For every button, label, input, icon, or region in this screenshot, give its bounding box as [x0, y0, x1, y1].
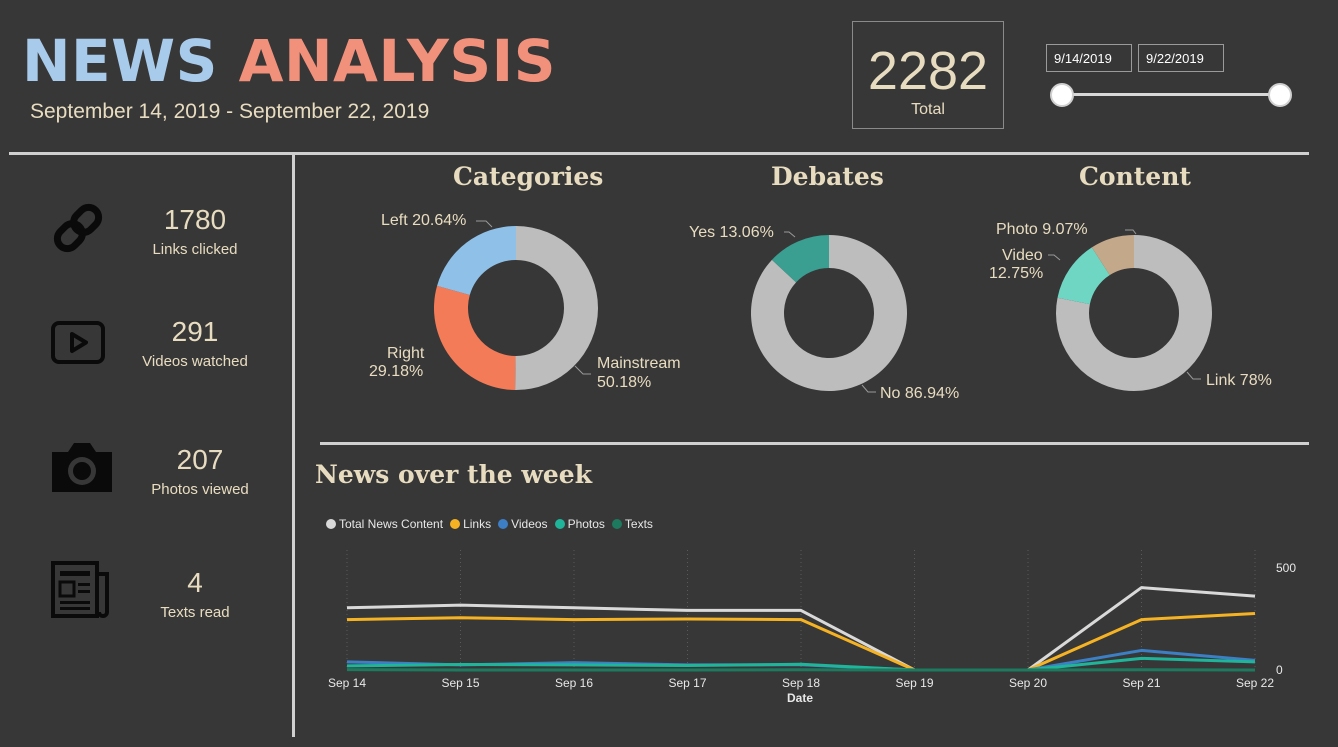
photo-leader-line — [1125, 229, 1137, 235]
series-line-photos[interactable] — [346, 656, 1256, 672]
x-tick-label: Sep 18 — [782, 676, 820, 690]
x-tick-label: Sep 21 — [1122, 676, 1160, 690]
mainstream-leader-line — [574, 365, 591, 375]
title-word-analysis: ANALYSIS — [238, 27, 556, 95]
legend-label-videos: Videos — [511, 517, 548, 531]
legend-item-photos[interactable]: Photos — [554, 517, 605, 531]
legend-dot-photos — [554, 519, 565, 529]
total-label: Total — [911, 101, 945, 118]
content-slice-link[interactable] — [1056, 235, 1212, 391]
yes-leader-line — [784, 231, 796, 238]
mainstream-slice-label-name: Mainstream — [597, 355, 681, 372]
debates-slice-no[interactable] — [751, 234, 908, 392]
y-tick-label: 0 — [1276, 663, 1283, 677]
no-slice-label: No 86.94% — [880, 385, 960, 402]
debates-slice-yes[interactable] — [771, 235, 829, 283]
camera-icon — [48, 440, 116, 496]
links-clicked-value: 1780 — [163, 204, 227, 235]
total-value: 2282 — [867, 41, 989, 101]
series-line-links[interactable] — [346, 611, 1256, 672]
photos-viewed-label: Photos viewed — [151, 481, 249, 498]
x-tick-label: Sep 20 — [1009, 676, 1047, 690]
x-tick-label: Sep 22 — [1236, 676, 1274, 690]
play-video-icon — [50, 320, 106, 366]
mainstream-slice-label-value: 50.18% — [597, 374, 652, 391]
texts-read-value: 4 — [187, 567, 203, 598]
week-line-chart[interactable]: Sep 14 Sep 15 Sep 16 Sep 17 Sep 18 Sep 19 Sep … — [0, 540, 1338, 715]
x-tick-label: Sep 15 — [441, 676, 479, 690]
total-card: 2282 Total — [852, 21, 1004, 129]
legend-item-total[interactable]: Total News Content — [326, 517, 443, 531]
debates-donut[interactable] — [751, 234, 908, 392]
left-leader-line — [476, 220, 493, 228]
x-tick-label: Sep 17 — [668, 676, 706, 690]
videos-watched-value: 291 — [171, 316, 219, 347]
x-tick-label: Sep 19 — [895, 676, 933, 690]
content-title: Content — [1079, 162, 1191, 191]
yes-slice-label: Yes 13.06% — [689, 224, 774, 241]
y-tick-label: 500 — [1276, 561, 1296, 575]
categories-slice-left[interactable] — [437, 226, 516, 296]
legend-item-texts[interactable]: Texts — [611, 517, 653, 531]
videos-watched-label: Videos watched — [142, 353, 248, 370]
link-icon — [48, 198, 108, 258]
legend-item-links[interactable]: Links — [450, 517, 491, 531]
title-word-news: NEWS — [22, 27, 218, 95]
start-date-input[interactable]: 9/14/2019 — [1046, 44, 1132, 72]
photos-viewed-value: 207 — [176, 444, 224, 475]
date-range-subtitle: September 14, 2019 - September 22, 2019 — [30, 100, 430, 123]
photo-slice-label: Photo 9.07% — [996, 221, 1088, 238]
x-axis-title: Date — [787, 691, 813, 705]
week-chart-title: News over the week — [315, 460, 593, 489]
page-title: NEWS ANALYSIS — [22, 26, 556, 96]
date-slider-end-handle[interactable] — [1268, 83, 1292, 107]
categories-slice-right[interactable] — [433, 285, 516, 390]
date-slider-start-handle[interactable] — [1050, 83, 1074, 107]
video-slice-label-value: 12.75% — [989, 265, 1044, 282]
debates-title: Debates — [771, 162, 884, 191]
section-divider — [320, 442, 1309, 445]
content-slice-video[interactable] — [1057, 247, 1110, 305]
no-leader-line — [861, 384, 876, 393]
right-slice-label-value: 29.18% — [369, 363, 424, 380]
right-slice-label-name: Right — [387, 345, 425, 362]
newspaper-icon — [50, 560, 112, 620]
left-slice-label: Left 20.64% — [381, 212, 467, 229]
content-slice-photo[interactable] — [1091, 235, 1134, 276]
x-tick-label: Sep 16 — [555, 676, 593, 690]
donut-charts — [433, 220, 1212, 393]
legend-dot-videos — [498, 519, 509, 529]
links-clicked-label: Links clicked — [152, 241, 238, 258]
date-slider-track[interactable] — [1062, 93, 1280, 96]
series-line-total-news-content[interactable] — [346, 586, 1256, 672]
categories-slice-mainstream[interactable] — [515, 226, 599, 391]
legend-item-videos[interactable]: Videos — [498, 517, 548, 531]
legend-dot-texts — [611, 519, 622, 529]
end-date-input[interactable]: 9/22/2019 — [1138, 44, 1224, 72]
sidebar-divider — [292, 155, 295, 737]
link-slice-label: Link 78% — [1206, 372, 1272, 389]
content-donut[interactable] — [1056, 235, 1212, 391]
header-divider — [9, 152, 1309, 155]
texts-read-label: Texts read — [160, 604, 230, 621]
categories-donut[interactable] — [433, 226, 599, 391]
legend-dot-total — [326, 519, 336, 529]
legend-label-texts: Texts — [624, 517, 653, 531]
link-leader-line — [1186, 371, 1201, 380]
video-slice-label-name: Video — [1002, 247, 1043, 264]
legend-label-photos: Photos — [567, 517, 605, 531]
video-leader-line — [1048, 254, 1061, 261]
week-chart-legend: Total News Content Links Videos Photos T… — [326, 517, 653, 531]
legend-label-total: Total News Content — [339, 517, 444, 531]
x-tick-label: Sep 14 — [328, 676, 366, 690]
legend-label-links: Links — [463, 517, 492, 531]
legend-dot-links — [450, 519, 461, 529]
categories-title: Categories — [453, 162, 604, 191]
